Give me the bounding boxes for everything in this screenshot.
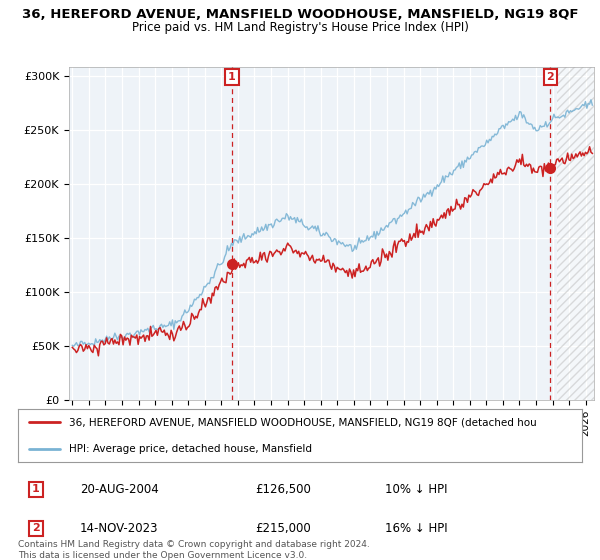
Bar [557,67,594,400]
Text: £215,000: £215,000 [255,522,311,535]
Text: 1: 1 [228,72,236,82]
Text: 20-AUG-2004: 20-AUG-2004 [80,483,159,496]
Text: Contains HM Land Registry data © Crown copyright and database right 2024.
This d: Contains HM Land Registry data © Crown c… [18,540,370,560]
Text: £126,500: £126,500 [255,483,311,496]
Text: 2: 2 [32,524,40,533]
Bar [557,67,594,400]
Text: 14-NOV-2023: 14-NOV-2023 [80,522,158,535]
Text: 36, HEREFORD AVENUE, MANSFIELD WOODHOUSE, MANSFIELD, NG19 8QF (detached hou: 36, HEREFORD AVENUE, MANSFIELD WOODHOUSE… [69,417,536,427]
Text: 16% ↓ HPI: 16% ↓ HPI [385,522,447,535]
Text: 36, HEREFORD AVENUE, MANSFIELD WOODHOUSE, MANSFIELD, NG19 8QF: 36, HEREFORD AVENUE, MANSFIELD WOODHOUSE… [22,8,578,21]
Text: 10% ↓ HPI: 10% ↓ HPI [385,483,447,496]
Text: 2: 2 [547,72,554,82]
Text: HPI: Average price, detached house, Mansfield: HPI: Average price, detached house, Mans… [69,444,312,454]
Text: Price paid vs. HM Land Registry's House Price Index (HPI): Price paid vs. HM Land Registry's House … [131,21,469,34]
Text: 1: 1 [32,484,40,494]
